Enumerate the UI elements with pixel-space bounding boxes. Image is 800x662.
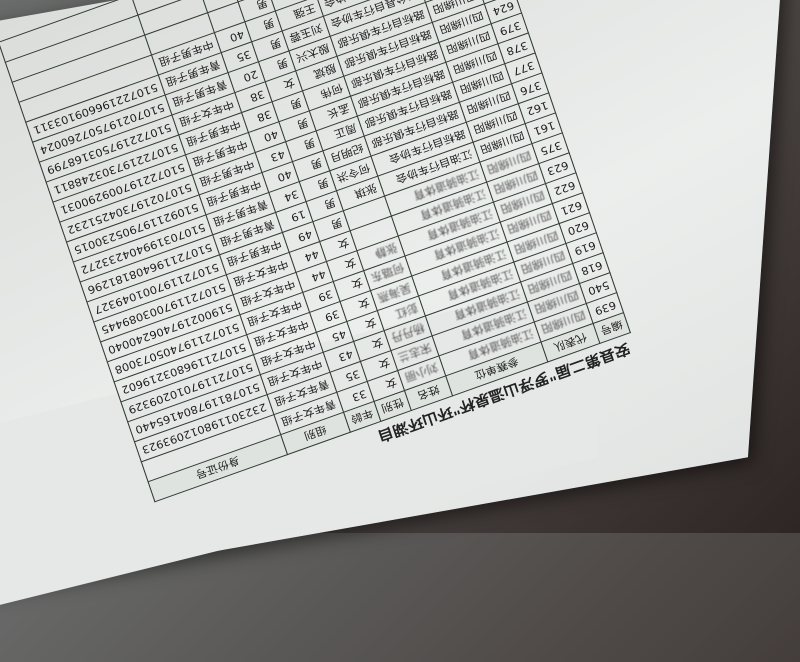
desk-background: 安县第二届"罗浮山温泉杯"环山环湖自 编号 代表队 参赛单位 姓名 性别 年龄 组别 身份证号… bbox=[0, 0, 789, 643]
paper-sheet: 安县第二届"罗浮山温泉杯"环山环湖自 编号 代表队 参赛单位 姓名 性别 年龄 组别 身份证号… bbox=[0, 0, 789, 643]
